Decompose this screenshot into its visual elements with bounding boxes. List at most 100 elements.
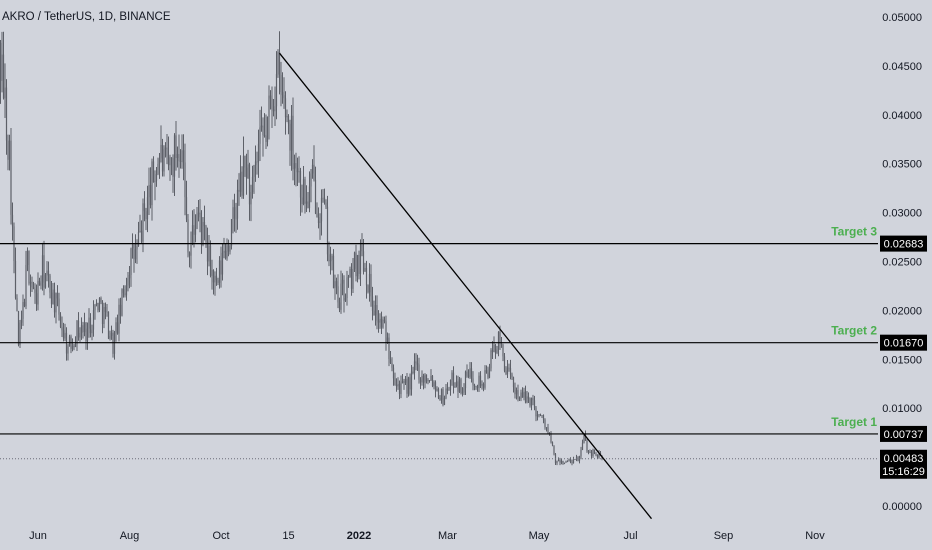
candle-body	[571, 462, 573, 464]
candle-body	[107, 311, 110, 339]
candle-body	[400, 382, 402, 395]
candle-body	[388, 337, 390, 360]
y-tick-label: 0.02500	[882, 257, 922, 269]
candle-body	[310, 173, 312, 187]
candle-body	[172, 158, 174, 177]
candle-body	[346, 277, 348, 298]
candle-body	[158, 158, 161, 164]
candle-body	[179, 161, 182, 162]
candle-body	[256, 161, 258, 163]
time-axis[interactable]: Jun Aug Oct 15 2022 Mar May Jul Sep Nov	[29, 530, 825, 542]
candle-body	[542, 415, 545, 420]
candle-body	[94, 304, 96, 311]
candle-body	[494, 344, 497, 353]
candle-body	[217, 280, 219, 283]
candle-body	[173, 135, 176, 177]
candle-body	[161, 144, 164, 172]
candle-body	[598, 452, 600, 458]
y-tick-label: 0.05000	[882, 12, 922, 24]
candle-body	[233, 207, 236, 219]
candle-body	[142, 203, 144, 242]
candle-body	[49, 275, 51, 293]
candle-body	[143, 203, 146, 212]
candle-body	[440, 389, 443, 400]
candle-body	[85, 322, 87, 341]
candle-body	[325, 202, 327, 207]
candle-body	[32, 287, 35, 289]
candle-body	[4, 87, 6, 99]
candle-body	[199, 212, 201, 218]
candle-body	[268, 95, 270, 117]
candle-body	[455, 381, 458, 387]
candle-body	[590, 452, 593, 456]
candle-body	[385, 321, 387, 343]
candle-body	[89, 317, 92, 334]
price-tag-bg	[880, 334, 927, 351]
x-tick-label: Jun	[29, 530, 47, 542]
candle-body	[580, 449, 582, 457]
candle-body	[395, 385, 398, 387]
candle-body	[398, 383, 401, 395]
candle-body	[478, 375, 480, 388]
candle-body	[410, 371, 413, 390]
x-tick-label: May	[529, 530, 550, 542]
candle-body	[278, 51, 281, 76]
candle-body	[419, 379, 422, 383]
candle-body	[160, 144, 162, 159]
candle-body	[434, 382, 437, 391]
candle-body	[73, 345, 75, 348]
candle-body	[356, 255, 359, 277]
candle-body	[454, 386, 456, 388]
candle-body	[316, 213, 318, 218]
candle-body	[496, 349, 498, 353]
candle-body	[418, 364, 420, 380]
candle-body	[326, 206, 329, 255]
candle-body	[97, 302, 99, 311]
countdown-label: 15:16:29	[882, 466, 925, 478]
candle-body	[244, 156, 246, 168]
candle-body	[71, 345, 74, 349]
candle-body	[130, 248, 132, 275]
candle-body	[323, 197, 326, 203]
price-axis[interactable]: 0.05000 0.04500 0.04000 0.03500 0.03000 0.025…	[882, 12, 922, 513]
candle-body	[80, 325, 83, 333]
candle-body	[380, 318, 383, 328]
candle-body	[202, 221, 204, 245]
candle-body	[584, 434, 587, 441]
target-label: Target 2	[831, 324, 877, 338]
candle-body	[413, 361, 416, 373]
candle-body	[502, 344, 504, 357]
candle-body	[220, 260, 222, 275]
candle-body	[146, 197, 149, 220]
candle-body	[358, 255, 360, 274]
candle-body	[427, 380, 429, 382]
candle-body	[526, 396, 528, 403]
price-tag-bg	[880, 425, 927, 442]
candle-body	[487, 372, 489, 378]
candle-body	[251, 176, 254, 192]
candle-body	[406, 378, 408, 394]
candle-body	[274, 106, 276, 112]
candle-body	[490, 350, 492, 369]
candle-body	[119, 304, 122, 316]
candle-body	[341, 279, 344, 284]
candle-body	[458, 379, 461, 392]
descending-trendline[interactable]	[278, 52, 653, 520]
candle-body	[305, 201, 308, 204]
candle-body	[58, 298, 60, 315]
candle-body	[569, 459, 572, 463]
candle-body	[266, 116, 269, 142]
candle-body	[352, 268, 354, 289]
candle-body	[187, 219, 189, 253]
candle-body	[538, 414, 540, 416]
candle-body	[131, 244, 134, 249]
candle-body	[43, 255, 45, 288]
candle-body	[283, 95, 285, 99]
candle-body	[451, 372, 453, 381]
candle-body	[449, 380, 452, 390]
candle-body	[428, 380, 431, 381]
candle-body	[508, 367, 510, 369]
candle-body	[100, 298, 102, 302]
